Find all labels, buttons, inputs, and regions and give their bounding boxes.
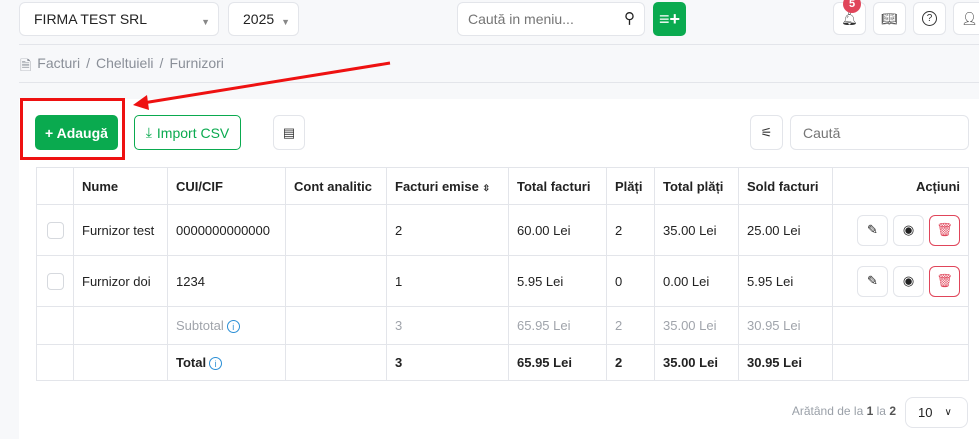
notification-badge: 5 [843, 0, 861, 13]
table-row: Furnizor test 0000000000000 2 60.00 Lei 2 35… [36, 204, 969, 256]
pagination-info: Arătând de la 1 la 2 [791, 404, 896, 418]
breadcrumb-cheltuieli[interactable]: Cheltuieli [95, 55, 154, 71]
edit-button[interactable]: ✎ [857, 265, 888, 297]
eye-icon: ◉ [902, 273, 915, 288]
help-button[interactable]: ? [913, 2, 946, 35]
breadcrumb: 🗎 Facturi / Cheltuieli / Furnizori [20, 55, 224, 79]
annotation-highlight [20, 98, 125, 160]
add-button[interactable]: + Adaugă [35, 115, 118, 150]
delete-button[interactable]: 🗑︎ [929, 214, 960, 246]
col-cont: Cont analitic [285, 167, 387, 205]
pencil-icon: ✎ [867, 222, 878, 237]
annotation-arrow [133, 61, 391, 110]
col-cui: CUI/CIF [167, 167, 286, 205]
table-header: Nume CUI/CIF Cont analitic Facturi emise… [36, 167, 969, 205]
col-facturi-emise[interactable]: Facturi emise ⇳ [386, 167, 509, 205]
sort-icon: ⇳ [482, 182, 490, 193]
user-icon: 👤︎ [961, 10, 978, 26]
col-plati: Plăți [606, 167, 655, 205]
search-icon: ⚲ [624, 10, 635, 27]
col-total-facturi: Total facturi [508, 167, 607, 205]
caret-down-icon: ▼ [281, 17, 290, 27]
page-size-select[interactable]: 10 ∨ [905, 397, 968, 428]
trash-icon: 🗑︎ [936, 222, 953, 237]
row-checkbox[interactable] [47, 221, 64, 239]
caret-down-icon: ▼ [201, 17, 210, 27]
suppliers-table: Nume CUI/CIF Cont analitic Facturi emise… [36, 167, 969, 381]
help-icon: ? [922, 11, 937, 26]
total-row: Total i 3 65.95 Lei 2 35.00 Lei 30.95 Lei [36, 344, 969, 381]
trash-icon: 🗑︎ [936, 273, 953, 288]
view-button[interactable]: ◉ [893, 265, 924, 297]
company-select[interactable]: FIRMA TEST SRL ▼ [19, 2, 219, 36]
sliders-icon: ⚟ [760, 124, 773, 140]
subtotal-row: Subtotal i 3 65.95 Lei 2 35.00 Lei 30.95 Lei [36, 306, 969, 345]
col-total-plati: Total plăți [654, 167, 739, 205]
add-menu-button[interactable]: ≡+ [653, 2, 686, 36]
table-search[interactable] [790, 115, 969, 150]
col-actiuni: Acțiuni [832, 167, 969, 205]
breadcrumb-facturi[interactable]: Facturi [37, 55, 81, 71]
table-row: Furnizor doi 1234 1 5.95 Lei 0 0.00 Lei 5.95 … [36, 255, 969, 307]
docs-button[interactable]: 📖︎ [873, 2, 906, 35]
menu-search-input[interactable] [458, 3, 608, 35]
document-icon: 🗎 [20, 57, 32, 73]
col-nume: Nume [73, 167, 168, 205]
edit-button[interactable]: ✎ [857, 214, 888, 246]
delete-button[interactable]: 🗑︎ [929, 265, 960, 297]
breadcrumb-furnizori: Furnizori [169, 55, 224, 71]
info-icon[interactable]: i [226, 320, 240, 334]
chevron-down-icon: ∨ [944, 407, 952, 418]
spreadsheet-icon: ▤ [282, 124, 296, 140]
table-search-input[interactable] [791, 116, 961, 149]
view-button[interactable]: ◉ [893, 214, 924, 246]
pencil-icon: ✎ [867, 273, 878, 288]
info-icon[interactable]: i [209, 357, 223, 371]
import-csv-button[interactable]: ⤓ Import CSV [134, 115, 241, 150]
col-sold: Sold facturi [738, 167, 833, 205]
menu-search[interactable]: ⚲ [457, 2, 645, 36]
year-value: 2025 [243, 11, 275, 27]
user-button[interactable]: 👤︎ [953, 2, 979, 35]
bell-icon: 🔔︎ [841, 10, 858, 26]
eye-icon: ◉ [902, 222, 915, 237]
year-select[interactable]: 2025 ▼ [228, 2, 299, 36]
row-checkbox[interactable] [47, 272, 64, 290]
list-plus-icon: ≡+ [658, 8, 680, 29]
filter-settings-button[interactable]: ⚟ [750, 115, 783, 150]
export-button[interactable]: ▤ [273, 115, 305, 150]
download-icon: ⤓ [145, 124, 152, 140]
book-icon: 📖︎ [881, 10, 898, 26]
company-value: FIRMA TEST SRL [34, 11, 148, 27]
